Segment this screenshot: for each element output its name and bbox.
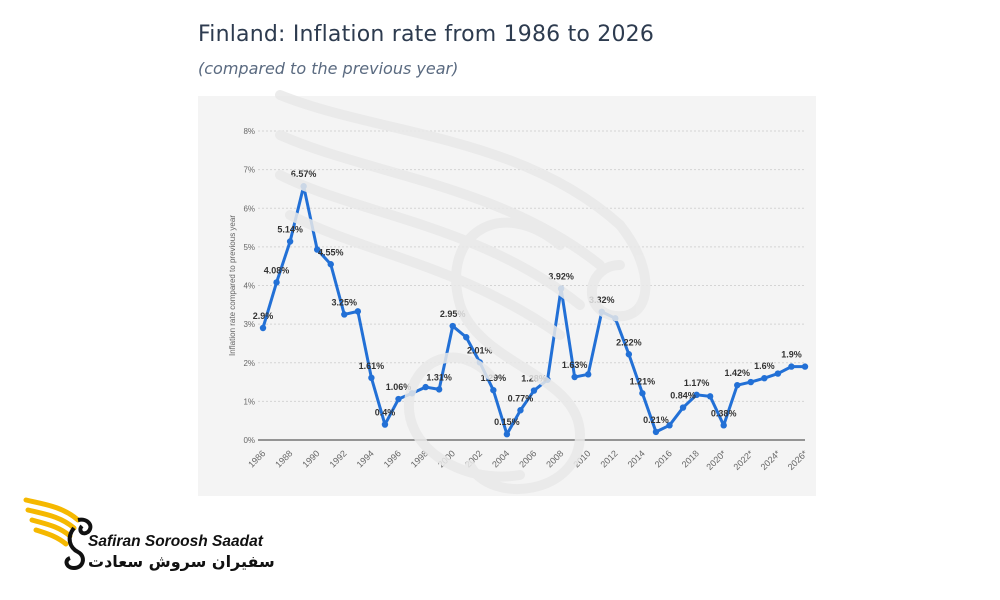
data-label: 0.15%	[494, 417, 520, 427]
data-point	[625, 351, 633, 358]
y-tick-label: 4%	[243, 282, 255, 291]
data-point	[449, 322, 456, 330]
data-label: 0.77%	[508, 393, 534, 403]
y-tick-label: 2%	[243, 359, 255, 368]
data-label: 1.06%	[386, 382, 412, 392]
chart-subtitle: (compared to the previous year)	[198, 59, 459, 78]
x-tick-label: 2020*	[704, 448, 728, 472]
data-label: 1.21%	[630, 376, 656, 386]
data-point	[354, 308, 362, 315]
data-point	[734, 381, 741, 389]
y-tick-label: 8%	[243, 127, 255, 136]
data-point	[341, 311, 348, 318]
data-label: 2.01%	[467, 345, 493, 355]
data-label: 0.84%	[670, 391, 696, 401]
watermark-bird-icon	[275, 90, 651, 494]
x-tick-label: 2024*	[759, 448, 783, 472]
y-tick-label: 7%	[243, 166, 255, 175]
y-tick-label: 3%	[243, 320, 255, 329]
data-point	[774, 370, 782, 377]
data-label: 4.08%	[264, 265, 290, 275]
data-label: 1.63%	[562, 360, 588, 370]
data-point	[801, 363, 809, 370]
data-label: 1.17%	[684, 378, 710, 388]
data-label: 2.95%	[440, 309, 466, 319]
brand-logo: Safiran Soroosh Saadat سفیران سروش سعادت	[22, 490, 322, 590]
y-tick-label: 1%	[243, 397, 255, 406]
data-point	[327, 261, 334, 268]
data-point	[788, 363, 795, 370]
data-label: 1.42%	[724, 368, 750, 378]
chart-title: Finland: Inflation rate from 1986 to 202…	[198, 22, 655, 47]
data-point	[679, 404, 687, 411]
data-label: 2.9%	[253, 311, 274, 321]
data-point	[720, 422, 727, 429]
data-point	[273, 279, 280, 286]
data-label: 6.57%	[291, 169, 317, 179]
brand-name-latin: Safiran Soroosh Saadat	[88, 533, 263, 550]
y-tick-label: 6%	[243, 204, 255, 213]
data-point	[639, 390, 646, 397]
data-point	[435, 386, 443, 393]
data-label: 1.61%	[359, 361, 385, 371]
data-point	[286, 238, 294, 245]
data-point	[422, 383, 429, 391]
data-label: 3.32%	[589, 295, 615, 305]
data-point	[490, 386, 497, 394]
x-tick-label: 2026*	[786, 448, 810, 472]
data-point	[693, 391, 700, 399]
data-point	[747, 378, 754, 386]
data-label: 1.31%	[426, 372, 452, 382]
data-label: 1.9%	[781, 350, 802, 360]
data-label: 1.6%	[754, 361, 775, 371]
y-tick-label: 0%	[243, 436, 255, 445]
data-label: 0.4%	[375, 408, 396, 418]
data-point	[259, 324, 267, 332]
bird-wing-icon	[23, 497, 93, 571]
y-tick-label: 5%	[243, 243, 255, 252]
x-tick-label: 2018	[680, 448, 701, 469]
data-point	[368, 374, 375, 382]
data-label: 5.14%	[277, 224, 303, 234]
data-label: 4.55%	[318, 247, 344, 257]
data-point	[761, 375, 768, 382]
data-point	[530, 387, 538, 394]
data-point	[571, 373, 578, 381]
data-label: 0.21%	[643, 415, 669, 425]
data-label: 0.38%	[711, 408, 737, 418]
y-axis-title: Inflation rate compared to previous year	[228, 215, 237, 356]
data-point	[666, 422, 673, 429]
x-tick-label: 2022*	[732, 448, 756, 472]
data-point	[503, 431, 511, 438]
data-point	[517, 407, 524, 414]
data-label: 3.25%	[332, 297, 358, 307]
data-point	[652, 428, 660, 436]
data-point	[314, 246, 321, 253]
data-point	[395, 395, 402, 403]
brand-name-persian: سفیران سروش سعادت	[88, 552, 275, 571]
chart-panel: 0% 1% 2% 3% 4% 5% 6% 7% 8% Inflation rate compare…	[198, 96, 816, 496]
data-point	[463, 334, 470, 341]
data-label: 2.22%	[616, 337, 642, 347]
data-point	[381, 421, 389, 428]
data-point	[585, 371, 592, 378]
data-label: 3.92%	[548, 272, 574, 282]
data-point	[706, 393, 714, 400]
